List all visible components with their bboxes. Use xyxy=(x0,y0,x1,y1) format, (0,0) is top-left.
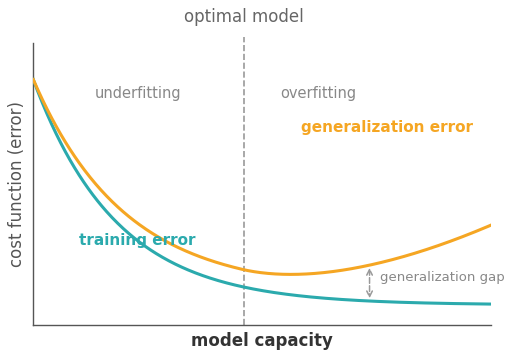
Text: overfitting: overfitting xyxy=(280,86,356,101)
Text: underfitting: underfitting xyxy=(95,86,182,101)
Text: generalization error: generalization error xyxy=(301,120,473,135)
Text: training error: training error xyxy=(79,233,195,248)
Text: generalization gap: generalization gap xyxy=(380,271,505,284)
Text: optimal model: optimal model xyxy=(184,8,303,26)
Y-axis label: cost function (error): cost function (error) xyxy=(8,101,26,267)
X-axis label: model capacity: model capacity xyxy=(191,332,333,350)
